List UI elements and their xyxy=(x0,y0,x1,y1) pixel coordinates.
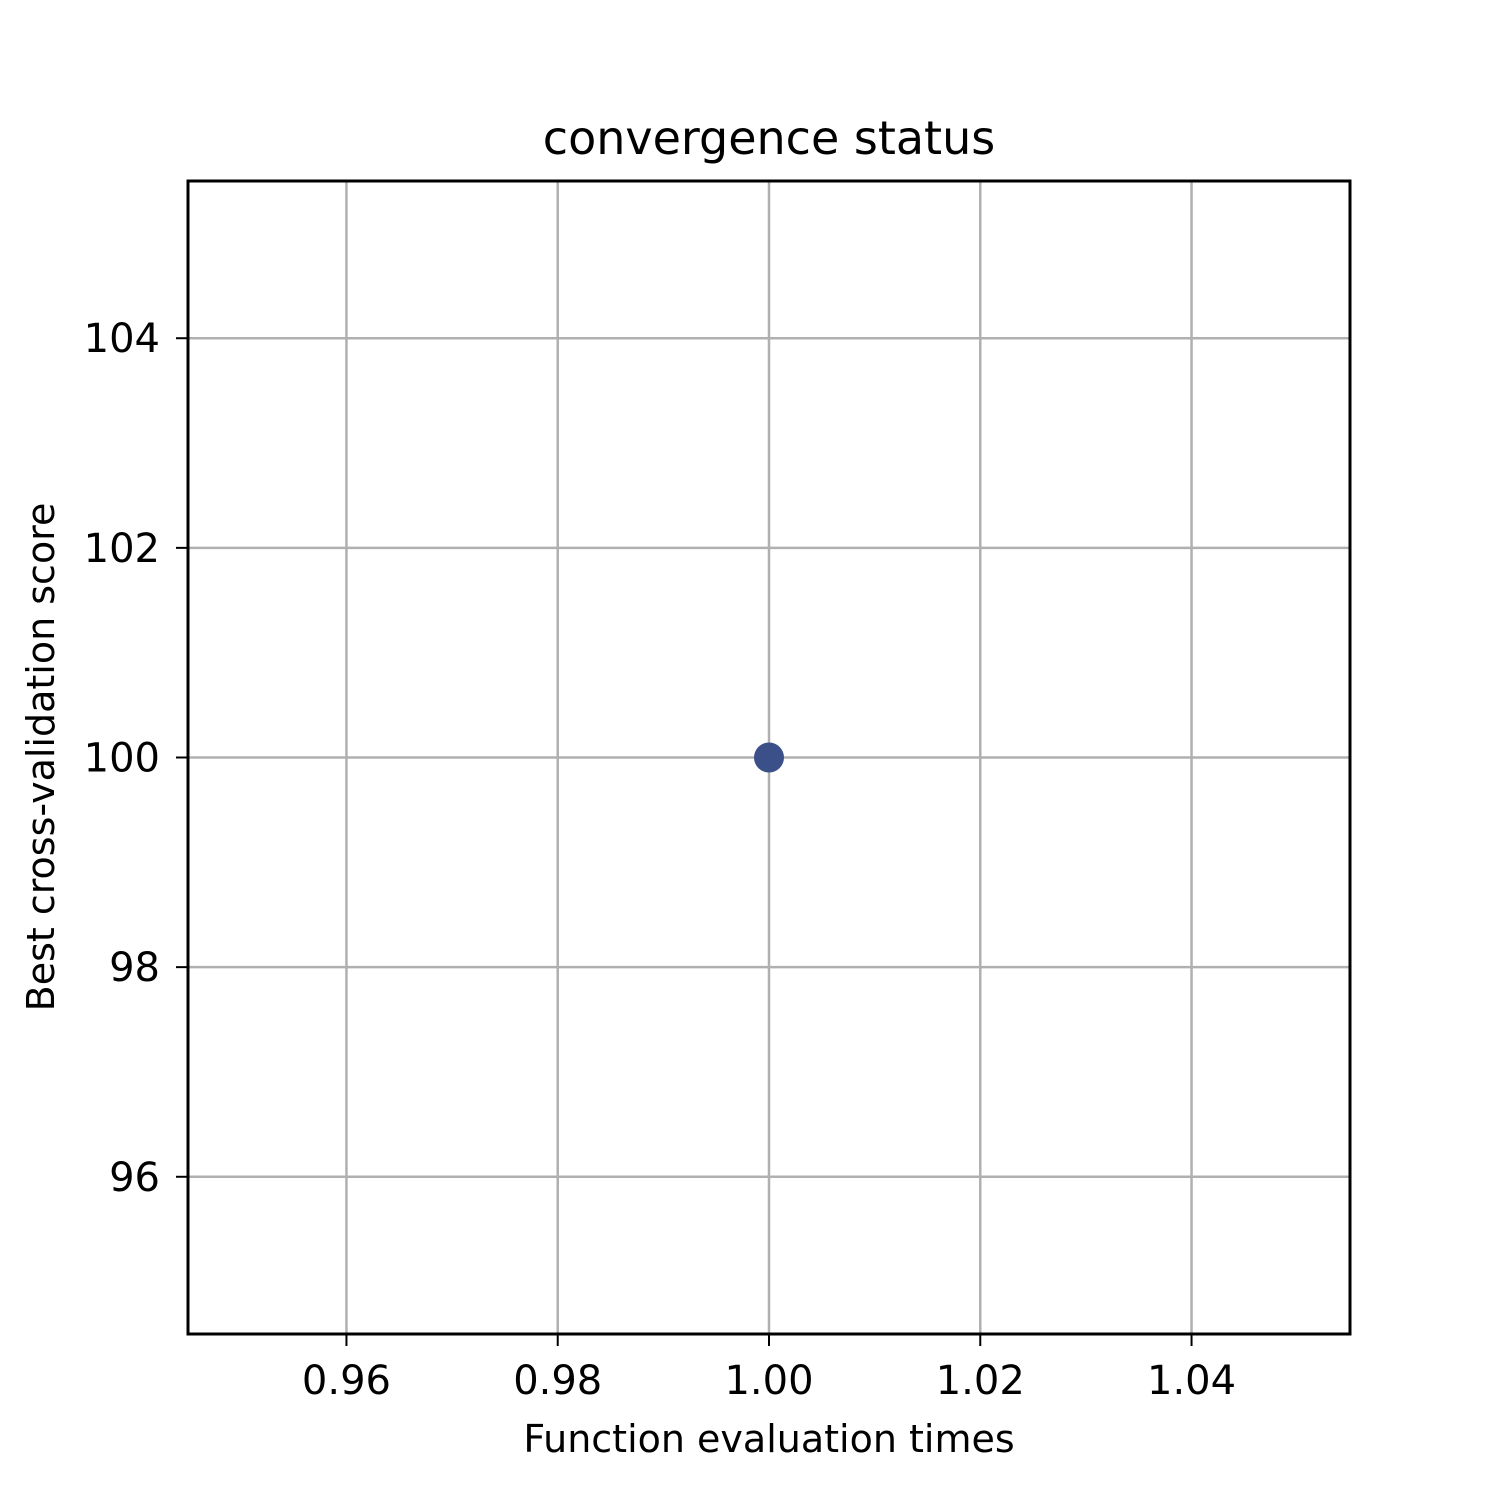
x-tick-label: 1.02 xyxy=(936,1358,1025,1404)
data-point xyxy=(754,742,784,773)
y-tick-label: 98 xyxy=(109,945,160,991)
x-tick-label: 0.98 xyxy=(513,1358,602,1404)
x-tick-label: 1.00 xyxy=(724,1358,813,1404)
y-tick-label: 104 xyxy=(84,316,160,362)
plot-frame xyxy=(186,179,1352,1336)
y-axis-label: Best cross-validation score xyxy=(19,503,63,1012)
grid xyxy=(188,181,1350,1334)
y-tick-label: 100 xyxy=(84,736,160,782)
data-points xyxy=(754,742,784,773)
y-tick-label: 96 xyxy=(109,1155,160,1201)
chart-title: convergence status xyxy=(543,111,995,165)
axis-ticks: 0.96 0.98 1.00 1.02 1.04 96 98 100 102 104 xyxy=(84,316,1236,1404)
x-tick-label: 1.04 xyxy=(1147,1358,1236,1404)
x-axis-label: Function evaluation times xyxy=(523,1417,1014,1461)
x-tick-label: 0.96 xyxy=(302,1358,391,1404)
y-tick-label: 102 xyxy=(84,526,160,572)
